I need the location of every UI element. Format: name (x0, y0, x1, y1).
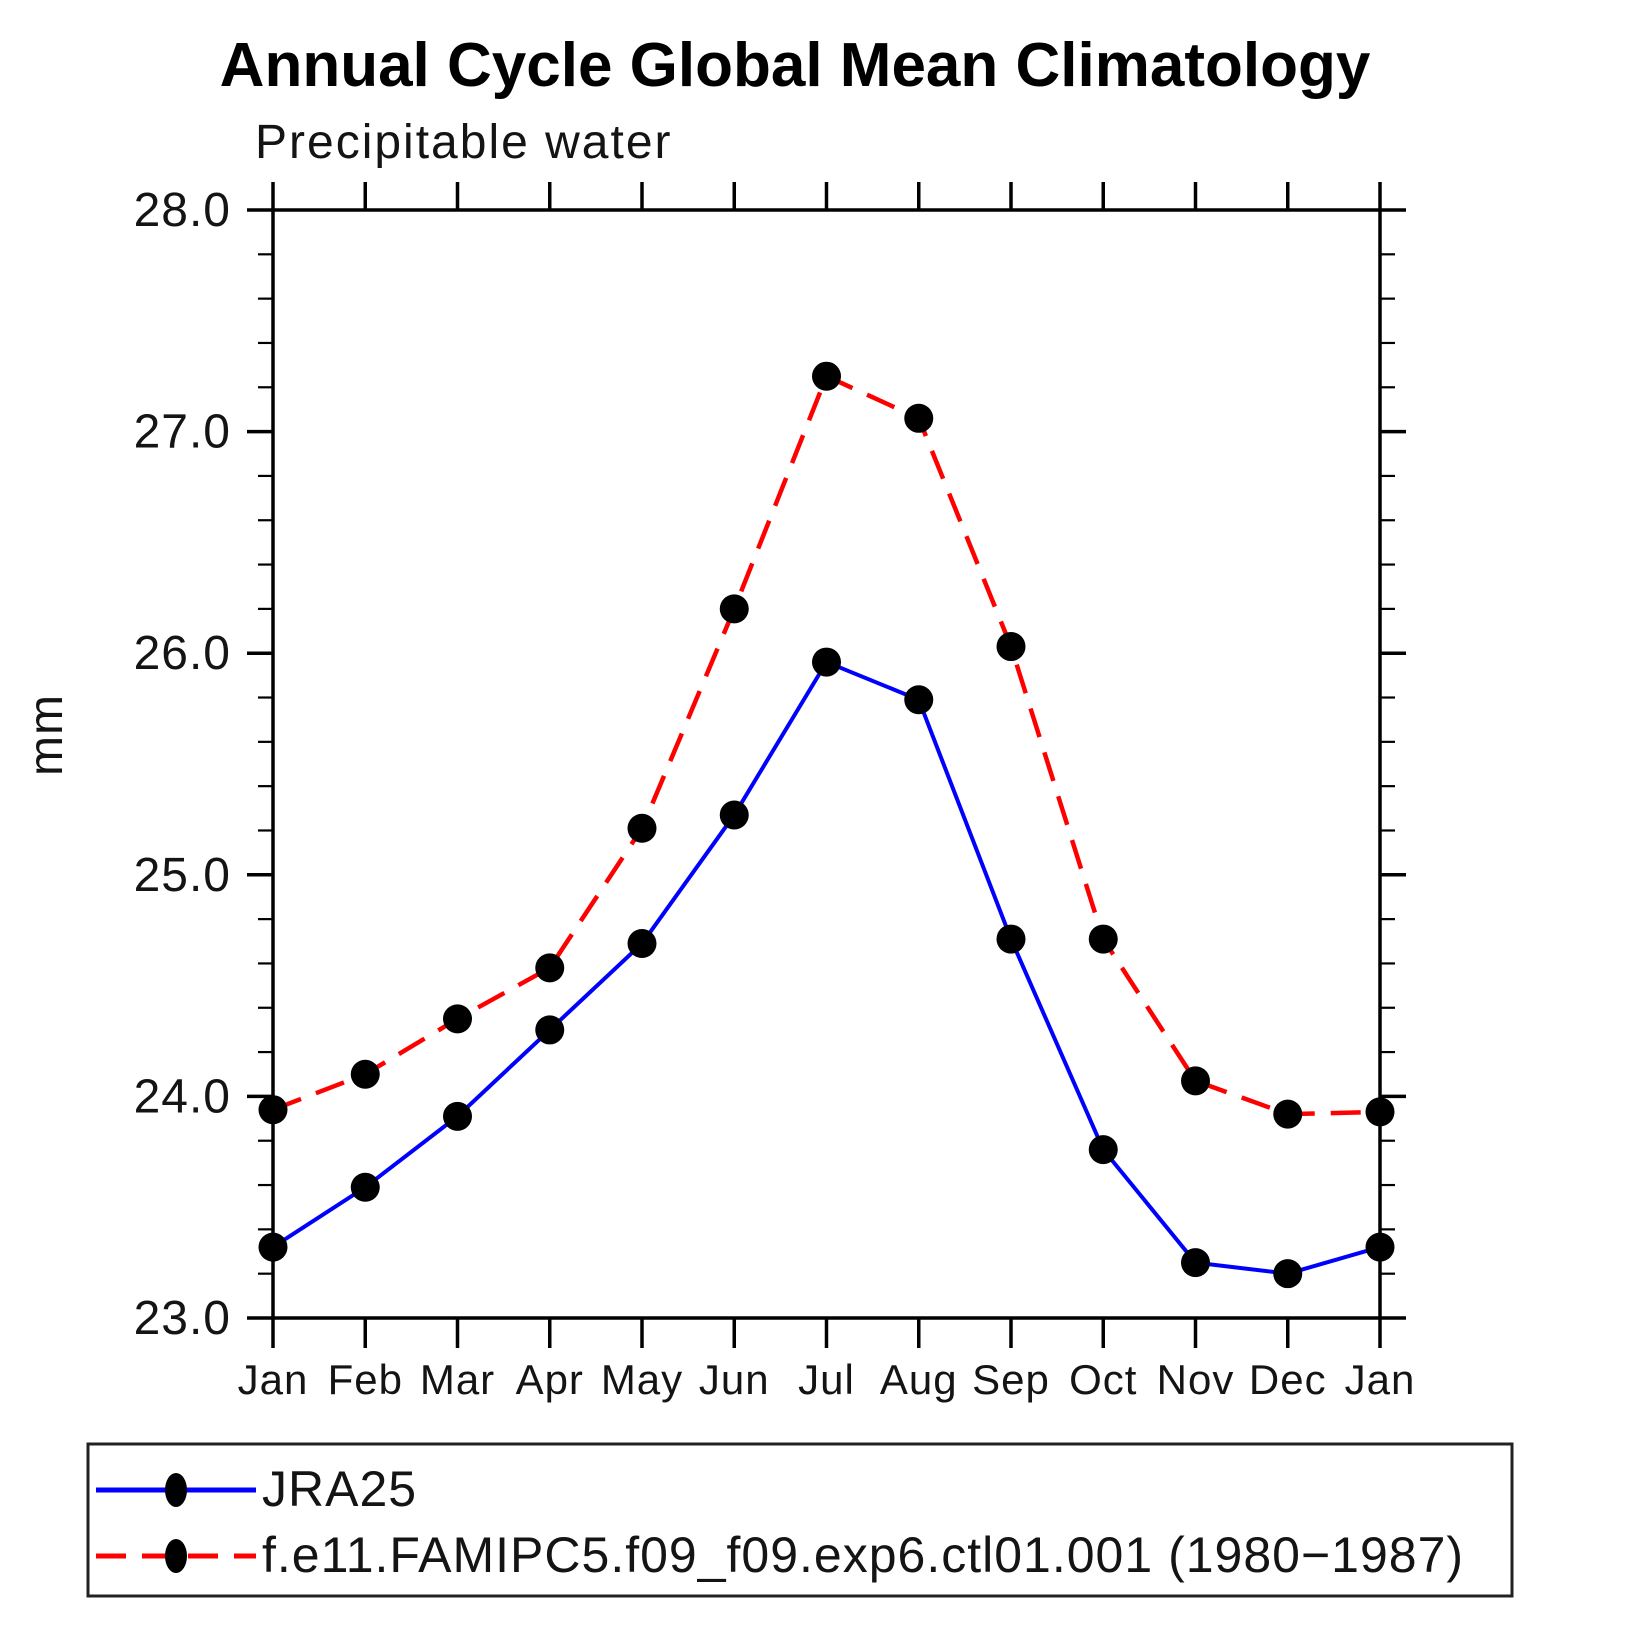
series-0-marker (627, 928, 657, 958)
series-0-marker (1273, 1259, 1303, 1289)
legend-marker-model (165, 1539, 187, 1573)
series-0-marker (719, 800, 749, 830)
x-tick-label: Dec (1249, 1356, 1327, 1403)
series-1-marker (1088, 924, 1118, 954)
series-line-1 (272, 373, 1381, 1117)
series-0-marker (1088, 1135, 1118, 1165)
legend-label-jra25: JRA25 (262, 1461, 417, 1517)
chart-subtitle: Precipitable water (255, 116, 673, 169)
y-axis-label: mm (20, 694, 73, 776)
y-tick-label: 26.0 (134, 627, 231, 680)
x-tick-label: Sep (972, 1356, 1050, 1403)
x-tick-label: Jan (1345, 1356, 1416, 1403)
legend-label-model: f.e11.FAMIPC5.f09_f09.exp6.ctl01.001 (19… (262, 1527, 1464, 1583)
legend-border (86, 1442, 1514, 1598)
series-1-marker (627, 813, 657, 843)
series-0-marker (996, 924, 1026, 954)
legend-box: JRA25 f.e11.FAMIPC5.f09_f09.exp6.ctl01.0… (86, 1442, 1514, 1598)
series-1-marker (258, 1095, 288, 1125)
series-1-marker (1365, 1097, 1395, 1127)
x-tick-label: May (601, 1356, 683, 1403)
series-1-marker (812, 361, 841, 391)
series-1-marker (719, 594, 749, 624)
x-tick-label: Jun (699, 1356, 770, 1403)
series-0-marker (1181, 1248, 1210, 1278)
series-0-marker (812, 647, 841, 677)
chart-title: Annual Cycle Global Mean Climatology (220, 31, 1371, 100)
y-tick-label: 27.0 (134, 406, 231, 459)
series-1-marker (904, 403, 934, 433)
series-1-marker (350, 1059, 380, 1089)
series-0-marker (443, 1101, 472, 1131)
series-0-marker (1365, 1232, 1395, 1262)
axis-ticks: 23.0 24.0 25.0 26.0 27.0 28.0 Jan Feb Mar Apr May J… (134, 182, 1416, 1403)
x-tick-label: Feb (328, 1356, 403, 1403)
series-group (258, 361, 1395, 1289)
series-1-marker (1181, 1066, 1210, 1096)
x-tick-label: Apr (516, 1356, 584, 1403)
plot-border (271, 208, 1382, 1320)
y-tick-label: 25.0 (134, 849, 231, 902)
series-0-marker (904, 685, 934, 715)
series-1-marker (535, 953, 565, 983)
x-tick-label: Mar (420, 1356, 495, 1403)
x-tick-label: Aug (880, 1356, 958, 1403)
x-tick-label: Jul (798, 1356, 855, 1403)
series-0-marker (535, 1015, 565, 1045)
series-line-0 (271, 659, 1381, 1276)
y-tick-label: 28.0 (134, 184, 231, 237)
x-tick-label: Jan (238, 1356, 309, 1403)
legend-marker-jra25 (165, 1473, 187, 1507)
series-1-marker (443, 1004, 472, 1034)
x-tick-label: Nov (1157, 1356, 1235, 1403)
series-1-marker (996, 632, 1026, 662)
y-tick-label: 23.0 (134, 1292, 231, 1345)
series-0-marker (350, 1172, 380, 1202)
series-0-marker (258, 1232, 288, 1262)
y-tick-label: 24.0 (134, 1070, 231, 1123)
series-1-marker (1273, 1099, 1303, 1129)
x-tick-label: Oct (1069, 1356, 1137, 1403)
